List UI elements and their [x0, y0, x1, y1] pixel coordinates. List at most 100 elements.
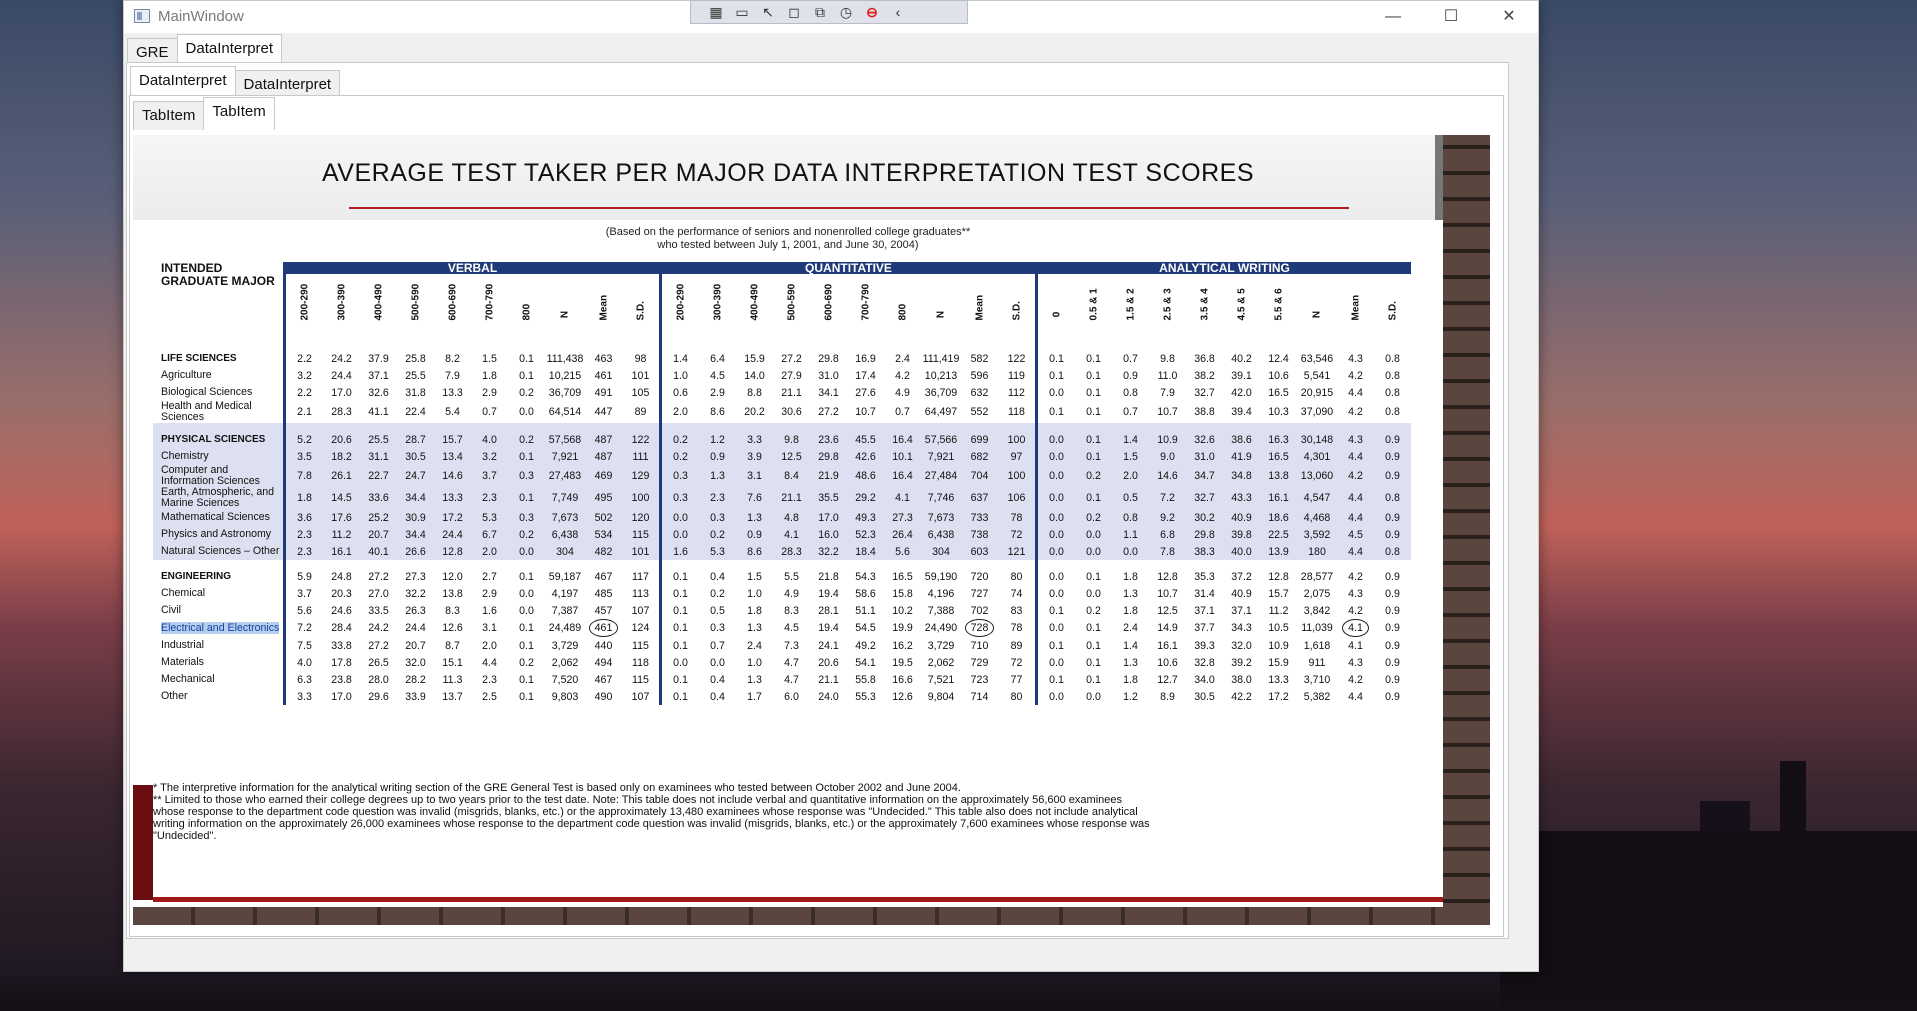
writing-cell: 0.9	[1385, 673, 1400, 686]
quant-cell: 1.3	[699, 465, 736, 487]
writing-cell: 13.9	[1260, 543, 1297, 560]
verbal-cell: 34.4	[397, 487, 434, 509]
verbal-col-header: 700-790	[484, 283, 495, 321]
tab-datainterpret-1[interactable]: DataInterpret	[130, 66, 236, 99]
writing-cell: 29.8	[1186, 526, 1223, 543]
tab-datainterpret-2[interactable]: DataInterpret	[234, 70, 341, 99]
major-name: Earth, Atmospheric, and Marine Sciences	[153, 487, 285, 509]
table-row: Electrical and Electronics 7.2 28.4 24.2 24.…	[153, 619, 1411, 637]
writing-cell: 911	[1308, 656, 1326, 669]
verbal-cell: 24.8	[331, 570, 352, 583]
verbal-cell: 469	[585, 465, 622, 487]
quant-cell: 26.4	[884, 526, 921, 543]
quant-cell: 4.5	[710, 369, 725, 382]
major-name: Agriculture	[161, 369, 212, 381]
maximize-button[interactable]: ☐	[1443, 8, 1459, 25]
quant-cell: 0.1	[659, 585, 699, 602]
table-row: PHYSICAL SCIENCES 5.2 20.6 25.5 28.7 15.7 4.0 0…	[153, 431, 1411, 448]
writing-cell: 0.0	[1035, 654, 1075, 671]
window-title: MainWindow	[158, 8, 244, 25]
writing-cell: 16.3	[1260, 431, 1297, 448]
quant-cell: 54.1	[855, 656, 876, 669]
writing-cell: 1,618	[1303, 639, 1331, 652]
quant-cell: 0.1	[659, 688, 699, 705]
writing-cell: 4.1	[1337, 619, 1374, 637]
writing-cell: 12.5	[1157, 604, 1178, 617]
verbal-cell: 463	[594, 352, 613, 365]
verbal-cell: 27.2	[368, 570, 389, 583]
close-button[interactable]: ✕	[1502, 8, 1516, 25]
verbal-cell: 3.3	[283, 688, 323, 705]
verbal-cell: 22.4	[405, 406, 426, 418]
verbal-cell: 17.0	[331, 690, 352, 703]
verbal-cell: 1.5	[482, 352, 497, 365]
quant-cell: 304	[921, 543, 961, 560]
stop-icon[interactable]: ⊖	[866, 4, 878, 20]
writing-cell: 4,468	[1297, 509, 1337, 526]
timer-icon[interactable]: ◷	[839, 4, 853, 20]
quant-cell: 0.0	[710, 656, 725, 669]
writing-cell: 1.4	[1123, 639, 1138, 652]
writing-cell: 0.0	[1035, 465, 1075, 487]
writing-cell: 0.9	[1385, 622, 1400, 634]
writing-cell: 37.1	[1194, 604, 1215, 617]
verbal-cell: 31.1	[360, 448, 397, 465]
verbal-cell: 32.2	[405, 587, 426, 600]
verbal-cell: 467	[594, 673, 613, 686]
table-row: Computer and Information Sciences 7.8 26.1…	[153, 465, 1411, 487]
writing-cell: 13.8	[1260, 465, 1297, 487]
verbal-cell: 129	[622, 465, 661, 487]
quant-cell: 16.0	[810, 526, 847, 543]
writing-cell: 0.1	[1086, 622, 1101, 634]
writing-cell: 4.4	[1337, 509, 1374, 526]
minimize-button[interactable]: —	[1385, 8, 1401, 25]
quant-cell: 119	[1008, 369, 1025, 382]
verbal-cell: 3.2	[471, 448, 508, 465]
quant-cell: 6.4	[710, 352, 725, 365]
verbal-cell: 0.2	[508, 431, 545, 448]
verbal-cell: 2.2	[283, 384, 323, 401]
collapse-icon[interactable]: ‹	[895, 4, 901, 20]
quant-cell: 5.5	[784, 570, 799, 583]
quant-cell: 12.6	[892, 690, 913, 703]
verbal-cell: 3.6	[283, 509, 323, 526]
pointer-icon[interactable]: ↖	[762, 4, 774, 20]
writing-col-header: S.D.	[1387, 301, 1398, 321]
major-name: Chemical	[161, 587, 206, 599]
quant-col-header: 300-390	[712, 283, 723, 321]
quant-cell: 121	[998, 543, 1037, 560]
verbal-cell: 30.9	[397, 509, 434, 526]
writing-cell: 4.4	[1337, 448, 1374, 465]
writing-cell: 10.3	[1268, 406, 1289, 418]
tab-item-1[interactable]: TabItem	[133, 101, 205, 130]
quant-cell: 5.3	[699, 543, 736, 560]
major-name: Materials	[161, 656, 204, 668]
verbal-cell: 2.9	[482, 386, 497, 399]
writing-cell: 180	[1297, 543, 1337, 560]
writing-cell: 34.0	[1194, 673, 1215, 686]
writing-cell: 0.0	[1075, 543, 1112, 560]
writing-cell: 0.8	[1385, 406, 1400, 418]
verbal-cell: 36,709	[548, 386, 582, 399]
tab-datainterpret[interactable]: DataInterpret	[176, 34, 283, 67]
capture-icon[interactable]: ▦	[709, 4, 723, 20]
quant-cell: 122	[1007, 352, 1026, 365]
writing-cell: 1.8	[1123, 673, 1138, 686]
quant-cell: 23.6	[810, 431, 847, 448]
quant-cell: 83	[1010, 604, 1023, 617]
tab-item-2[interactable]: TabItem	[203, 97, 275, 130]
video-icon[interactable]: ▭	[735, 4, 749, 20]
writing-cell: 0.1	[1086, 369, 1101, 382]
writing-cell: 1.3	[1123, 656, 1138, 669]
quant-cell: 632	[970, 386, 989, 399]
writing-col-header: 2.5 & 3	[1162, 288, 1173, 321]
quant-cell: 4.8	[773, 509, 810, 526]
window-capture-icon[interactable]: ⧉	[815, 4, 825, 20]
quant-cell: 24.0	[818, 690, 839, 703]
select-icon[interactable]: ◻	[788, 4, 800, 20]
writing-cell: 4.5	[1337, 526, 1374, 543]
verbal-cell: 3.5	[283, 448, 323, 465]
quant-cell: 28.3	[773, 543, 810, 560]
footnote-1: * The interpretive information for the a…	[153, 782, 961, 794]
quant-cell: 48.6	[847, 465, 884, 487]
